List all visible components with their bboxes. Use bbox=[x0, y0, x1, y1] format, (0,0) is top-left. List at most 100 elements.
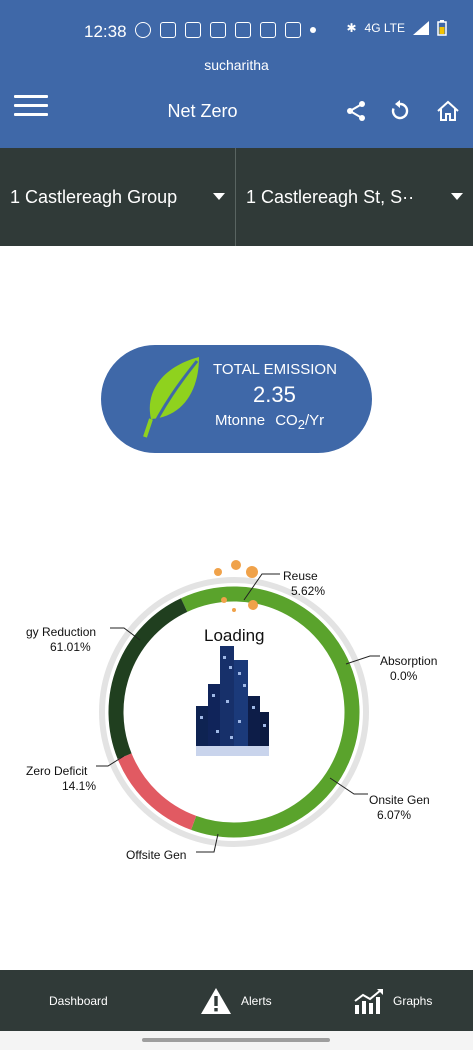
label-onsite-gen: Onsite Gen 6.07% bbox=[369, 793, 430, 823]
unit-suffix: /Yr bbox=[304, 412, 325, 429]
building-reflection bbox=[196, 746, 269, 756]
energy-reduction-leader bbox=[110, 627, 141, 641]
building-window bbox=[243, 684, 246, 687]
zero-deficit-leader bbox=[96, 755, 125, 767]
label-zero-deficit-name: Zero Deficit bbox=[26, 764, 88, 778]
unit-prefix: Mtonne bbox=[215, 412, 266, 429]
site-dropdown-value: 1 Castlereagh St, S·· bbox=[246, 186, 415, 207]
share-icon[interactable] bbox=[344, 99, 368, 123]
selector-bar: 1 Castlereagh Group 1 Castlereagh St, S·… bbox=[0, 148, 473, 246]
message-icon bbox=[135, 22, 151, 38]
graph-icon bbox=[354, 988, 383, 1014]
notification-icons bbox=[135, 22, 316, 38]
status-time: 12:38 bbox=[84, 22, 127, 41]
emission-label: TOTAL EMISSION bbox=[213, 361, 337, 378]
menu-icon[interactable] bbox=[14, 95, 48, 117]
label-onsite-gen-value: 6.07% bbox=[377, 808, 412, 822]
building-window bbox=[223, 656, 226, 659]
label-absorption: Absorption 0.0% bbox=[380, 654, 437, 684]
building-window bbox=[252, 706, 255, 709]
green-segment bbox=[180, 586, 360, 838]
bag-icon bbox=[160, 22, 176, 38]
bottom-nav: Dashboard Alerts Graphs bbox=[0, 970, 473, 1031]
building-window bbox=[226, 700, 229, 703]
emission-value: 2.35 bbox=[253, 382, 296, 407]
signal-icon bbox=[413, 21, 429, 35]
nav-graphs-label: Graphs bbox=[393, 993, 433, 1008]
chevron-down-icon bbox=[451, 193, 463, 200]
gmail-icon bbox=[285, 22, 301, 38]
home-icon[interactable] bbox=[436, 99, 460, 123]
offsite-leader bbox=[196, 833, 219, 853]
group-dropdown[interactable]: 1 Castlereagh Group bbox=[0, 148, 236, 246]
onsite-leader bbox=[329, 777, 368, 795]
label-reuse: Reuse 5.62% bbox=[283, 569, 325, 599]
building-window bbox=[212, 694, 215, 697]
label-absorption-value: 0.0% bbox=[390, 669, 418, 683]
bluetooth-icon: ✱ bbox=[346, 21, 357, 35]
building-window bbox=[238, 672, 241, 675]
label-zero-deficit-value: 14.1% bbox=[62, 779, 97, 793]
dark-green-segment bbox=[108, 598, 188, 760]
unit-co: CO bbox=[275, 412, 298, 429]
unit-sub: 2 bbox=[297, 417, 305, 432]
more-notifications-icon bbox=[310, 27, 316, 33]
bus-icon bbox=[260, 22, 276, 38]
building-block bbox=[208, 684, 220, 746]
outer-ring bbox=[99, 577, 369, 847]
building-window bbox=[263, 724, 266, 727]
loading-dot bbox=[214, 568, 222, 576]
label-reuse-value: 5.62% bbox=[291, 584, 326, 598]
building-windows bbox=[200, 656, 266, 739]
gesture-bar[interactable] bbox=[142, 1038, 330, 1042]
label-energy-reduction: gy Reduction 61.01% bbox=[26, 625, 96, 655]
user-name: sucharitha bbox=[204, 57, 269, 73]
label-offsite-gen-name: Offsite Gen bbox=[126, 848, 187, 862]
page-title: Net Zero bbox=[167, 101, 238, 121]
reuse-leader bbox=[243, 573, 280, 601]
loading-dot bbox=[221, 597, 227, 603]
loading-dots bbox=[214, 560, 258, 612]
label-lines bbox=[96, 573, 380, 853]
site-dropdown[interactable]: 1 Castlereagh St, S·· bbox=[236, 148, 473, 246]
chart-segments bbox=[108, 586, 360, 838]
nav-alerts[interactable]: Alerts bbox=[200, 970, 272, 1031]
label-zero-deficit: Zero Deficit 14.1% bbox=[26, 764, 96, 794]
loading-text: Loading bbox=[204, 626, 265, 645]
loading-dot bbox=[232, 608, 236, 612]
label-energy-reduction-value: 61.01% bbox=[50, 640, 91, 654]
label-reuse-name: Reuse bbox=[283, 569, 318, 583]
calendar-icon bbox=[210, 22, 226, 38]
alert-icon bbox=[201, 987, 231, 1014]
loading-dot bbox=[246, 566, 258, 578]
label-energy-reduction-name: gy Reduction bbox=[26, 625, 97, 639]
network-label: 4G LTE bbox=[364, 21, 405, 35]
calendar-icon bbox=[185, 22, 201, 38]
building-window bbox=[230, 736, 233, 739]
group-dropdown-value: 1 Castlereagh Group bbox=[10, 186, 178, 207]
nav-dashboard-label: Dashboard bbox=[49, 993, 108, 1008]
label-absorption-name: Absorption bbox=[380, 654, 438, 668]
building-block bbox=[220, 646, 234, 746]
loading-dot bbox=[248, 600, 258, 610]
linkedin-icon bbox=[235, 22, 251, 38]
building-graphic bbox=[196, 646, 269, 756]
building-window bbox=[216, 730, 219, 733]
total-emission-card: TOTAL EMISSION 2.35 Mtonne CO2/Yr bbox=[101, 345, 372, 453]
status-bar: 12:38 ✱ 4G LTE bbox=[0, 0, 473, 55]
red-segment bbox=[117, 753, 197, 830]
absorption-leader bbox=[345, 655, 380, 665]
leaf-icon bbox=[143, 357, 199, 440]
app-bar: Net Zero bbox=[0, 55, 473, 148]
battery-icon bbox=[437, 20, 447, 36]
building-block bbox=[196, 706, 208, 746]
chevron-down-icon bbox=[213, 193, 225, 200]
emission-donut-chart bbox=[96, 560, 380, 853]
label-onsite-gen-name: Onsite Gen bbox=[369, 793, 430, 807]
loading-dot bbox=[231, 560, 241, 570]
refresh-icon[interactable] bbox=[388, 99, 412, 123]
emission-unit: Mtonne CO2/Yr bbox=[215, 412, 324, 432]
building-block bbox=[248, 696, 260, 746]
nav-dashboard[interactable]: Dashboard bbox=[49, 970, 108, 1031]
nav-graphs[interactable]: Graphs bbox=[353, 970, 432, 1031]
